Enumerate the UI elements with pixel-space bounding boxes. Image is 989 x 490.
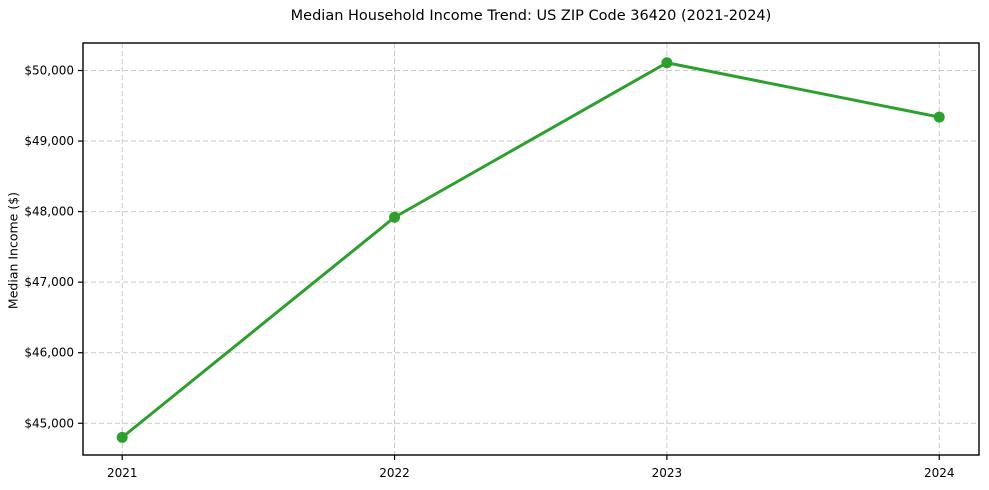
- data-point-2023: [661, 57, 673, 69]
- data-point-2021: [116, 431, 128, 443]
- y-tick-label: $48,000: [24, 205, 74, 219]
- x-tick-label: 2023: [652, 466, 683, 480]
- x-tick-label: 2021: [107, 466, 138, 480]
- y-tick-label: $47,000: [24, 275, 74, 289]
- y-tick-label: $45,000: [24, 416, 74, 430]
- y-tick-label: $49,000: [24, 134, 74, 148]
- y-tick-label: $46,000: [24, 346, 74, 360]
- x-tick-label: 2022: [379, 466, 410, 480]
- data-point-2022: [389, 211, 401, 223]
- plot-border: [82, 42, 980, 456]
- chart-title: Median Household Income Trend: US ZIP Co…: [290, 8, 772, 24]
- x-tick-label: 2024: [924, 466, 955, 480]
- y-tick-label: $50,000: [24, 64, 74, 78]
- trend-line: [120, 61, 941, 439]
- data-point-2024: [933, 111, 945, 123]
